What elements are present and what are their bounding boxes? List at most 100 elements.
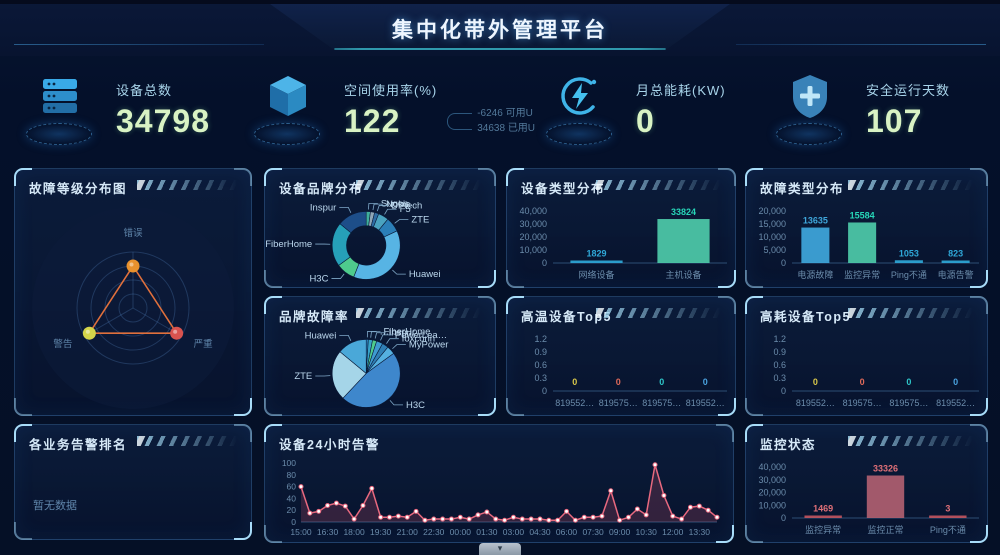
page-title: 集中化带外管理平台 (392, 19, 608, 42)
stat-safe-days: 安全运行天数 107 (768, 62, 982, 158)
svg-text:10,000: 10,000 (758, 500, 786, 510)
cube-icon (270, 76, 306, 116)
stat-space-usage: 空间使用率(%) 122 -6246 可用U 34638 已用U (246, 62, 538, 158)
svg-text:0: 0 (703, 377, 708, 387)
svg-text:100: 100 (282, 458, 296, 468)
panel-title: 监控状态 (760, 438, 817, 452)
svg-text:Ping不通: Ping不通 (930, 525, 966, 535)
server-icon (43, 79, 77, 113)
panel-24h-alarm: 设备24小时告警 0 20 40 60 80 100 15:00 16:30 18:00 19:3… (264, 424, 734, 543)
space-usage-detail: -6246 可用U 34638 已用U (447, 106, 535, 136)
svg-text:FiberHome: FiberHome (383, 327, 430, 338)
svg-text:40: 40 (287, 493, 297, 503)
panel-title: 故障类型分布 (760, 182, 845, 196)
svg-text:13:30: 13:30 (689, 527, 711, 537)
svg-text:Huawei: Huawei (305, 330, 337, 341)
svg-text:0.3: 0.3 (534, 373, 547, 383)
icon-base-ellipse (26, 123, 92, 145)
svg-text:1829: 1829 (586, 249, 606, 259)
slash-decoration (848, 308, 973, 318)
svg-text:0: 0 (813, 377, 818, 387)
device-type-bar-chart: 0 10,000 20,000 30,000 40,000 1829 网络设备 33824 主机… (507, 195, 735, 285)
collapse-tab-button[interactable]: ▾ (479, 543, 521, 555)
svg-text:18:00: 18:00 (343, 527, 365, 537)
svg-text:5,000: 5,000 (763, 245, 786, 255)
svg-text:Huawei: Huawei (409, 269, 441, 280)
svg-text:MyPower: MyPower (409, 340, 449, 351)
svg-text:01:30: 01:30 (476, 527, 498, 537)
stat-value: 107 (866, 103, 923, 139)
svg-text:1053: 1053 (899, 248, 919, 258)
svg-text:823: 823 (948, 249, 963, 259)
fault-type-bar-chart: 0 5,000 10,000 15,000 20,000 13635 电源故障 15584 监控… (746, 195, 987, 285)
slash-decoration (848, 436, 973, 446)
icon-base-ellipse (254, 123, 320, 145)
header-trapezoid (270, 4, 730, 50)
svg-text:20,000: 20,000 (519, 232, 547, 242)
svg-text:0: 0 (291, 517, 296, 527)
svg-text:15,000: 15,000 (758, 219, 786, 229)
monitor-status-bar-chart: 0 10,000 20,000 30,000 40,000 1469 监控异常 33326 监控… (746, 451, 987, 540)
svg-text:19:30: 19:30 (370, 527, 392, 537)
svg-text:FiberHome: FiberHome (265, 239, 312, 250)
panel-title: 设备类型分布 (521, 182, 606, 196)
svg-text:Ping不通: Ping不通 (891, 270, 927, 280)
svg-text:0: 0 (616, 377, 621, 387)
svg-text:10,000: 10,000 (758, 232, 786, 242)
svg-text:网络设备: 网络设备 (578, 269, 614, 280)
header-bar: 集中化带外管理平台 (0, 0, 1000, 56)
stat-value: 122 (344, 103, 401, 139)
energy-icon (561, 77, 599, 115)
panel-title: 高温设备Top5 (521, 310, 612, 324)
panel-title: 高耗设备Top5 (760, 310, 851, 324)
svg-text:80: 80 (287, 470, 297, 480)
brand-distribution-donut-chart: Sugon… Nokia DPtech F5 ZTE Huawei H3C FiberHome… (265, 195, 495, 285)
svg-text:监控异常: 监控异常 (844, 269, 880, 280)
stat-monthly-energy: 月总能耗(KW) 0 (538, 62, 768, 158)
svg-text:0: 0 (572, 377, 577, 387)
svg-text:监控正常: 监控正常 (867, 524, 903, 535)
svg-text:06:00: 06:00 (556, 527, 578, 537)
svg-text:0: 0 (542, 386, 547, 396)
slash-decoration (596, 180, 721, 190)
svg-text:819575…: 819575… (889, 398, 928, 408)
stat-value: 0 (636, 103, 655, 139)
no-data-text: 暂无数据 (33, 500, 77, 512)
svg-text:20,000: 20,000 (758, 488, 786, 498)
panel-title: 各业务告警排名 (29, 438, 128, 452)
panel-title: 设备24小时告警 (279, 438, 380, 452)
panel-fault-type: 故障类型分布 0 5,000 10,000 15,000 20,000 13635 电源故障… (745, 168, 988, 288)
svg-text:foxconn: foxconn (402, 334, 435, 345)
svg-text:15:00: 15:00 (290, 527, 312, 537)
svg-text:0.6: 0.6 (773, 360, 786, 370)
svg-text:0.9: 0.9 (773, 347, 786, 357)
svg-text:1.2: 1.2 (534, 334, 547, 344)
stat-device-total: 设备总数 34798 (18, 62, 246, 158)
svg-text:0: 0 (659, 377, 664, 387)
svg-text:错误: 错误 (123, 227, 143, 239)
alarm-24h-line-chart: 0 20 40 60 80 100 15:00 16:30 18:00 19:30 21:00 22:… (265, 451, 733, 540)
svg-text:30,000: 30,000 (519, 219, 547, 229)
svg-text:H3C: H3C (406, 400, 425, 411)
panel-high-temp-top5: 高温设备Top5 0 0.3 0.6 0.9 1.2 0 819552… 0 819575… 0 8… (506, 296, 736, 416)
fault-level-radar-chart: 错误 严重 警告 (15, 195, 251, 413)
svg-text:警告: 警告 (53, 338, 72, 350)
svg-text:DPtech: DPtech (391, 200, 422, 211)
slash-decoration (848, 180, 973, 190)
slash-decoration (137, 436, 237, 446)
svg-text:电源故障: 电源故障 (797, 269, 833, 280)
panel-device-type: 设备类型分布 0 10,000 20,000 30,000 40,000 1829 网络设备… (506, 168, 736, 288)
svg-text:主机设备: 主机设备 (665, 269, 701, 280)
svg-text:04:30: 04:30 (529, 527, 551, 537)
panel-title: 故障等级分布图 (29, 182, 128, 196)
svg-text:00:00: 00:00 (450, 527, 472, 537)
svg-text:H3C: H3C (309, 274, 328, 285)
svg-text:22:30: 22:30 (423, 527, 445, 537)
svg-text:F5: F5 (400, 204, 411, 215)
svg-text:0.6: 0.6 (534, 360, 547, 370)
header-glow-line (334, 48, 666, 50)
svg-text:07:30: 07:30 (582, 527, 604, 537)
panel-title: 品牌故障率 (279, 310, 350, 324)
svg-text:15584: 15584 (850, 210, 875, 220)
